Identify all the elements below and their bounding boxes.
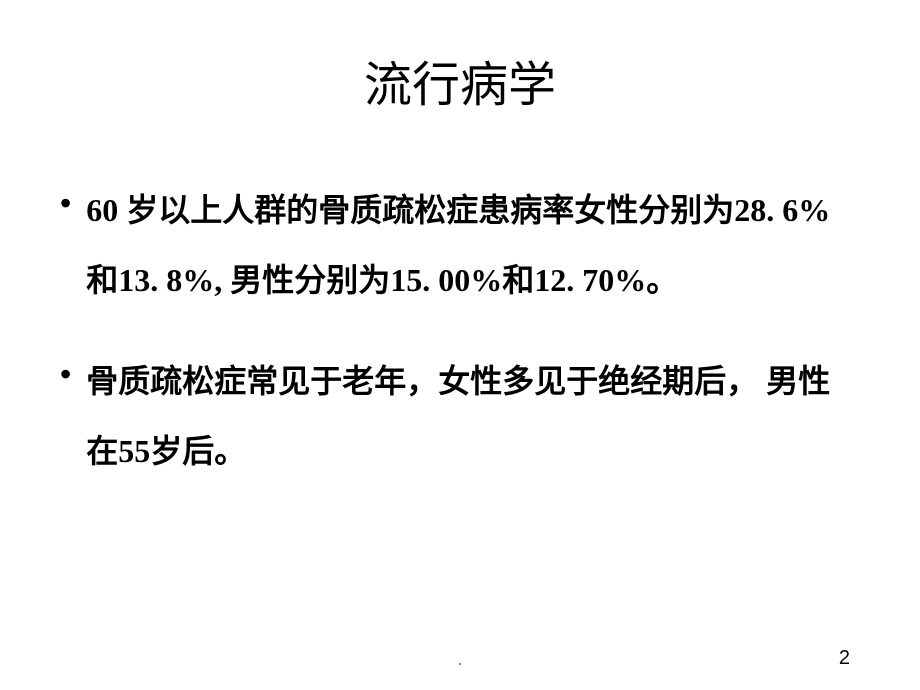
- footer-mark: .: [457, 649, 462, 670]
- page-number: 2: [839, 647, 850, 670]
- bullet-marker-icon: •: [60, 175, 71, 233]
- slide-title: 流行病学: [50, 45, 870, 115]
- bullet-item: • 骨质疏松症常见于老年，女性多见于绝经期后， 男性在55岁后。: [60, 346, 860, 487]
- bullet-item: • 60 岁以上人群的骨质疏松症患病率女性分别为28. 6% 和13. 8%, …: [60, 175, 860, 316]
- bullet-text: 骨质疏松症常见于老年，女性多见于绝经期后， 男性在55岁后。: [86, 346, 860, 487]
- slide-container: 流行病学 • 60 岁以上人群的骨质疏松症患病率女性分别为28. 6% 和13.…: [0, 0, 920, 690]
- bullet-text: 60 岁以上人群的骨质疏松症患病率女性分别为28. 6% 和13. 8%, 男性…: [86, 175, 860, 316]
- bullet-marker-icon: •: [60, 346, 71, 404]
- slide-content: • 60 岁以上人群的骨质疏松症患病率女性分别为28. 6% 和13. 8%, …: [50, 175, 870, 487]
